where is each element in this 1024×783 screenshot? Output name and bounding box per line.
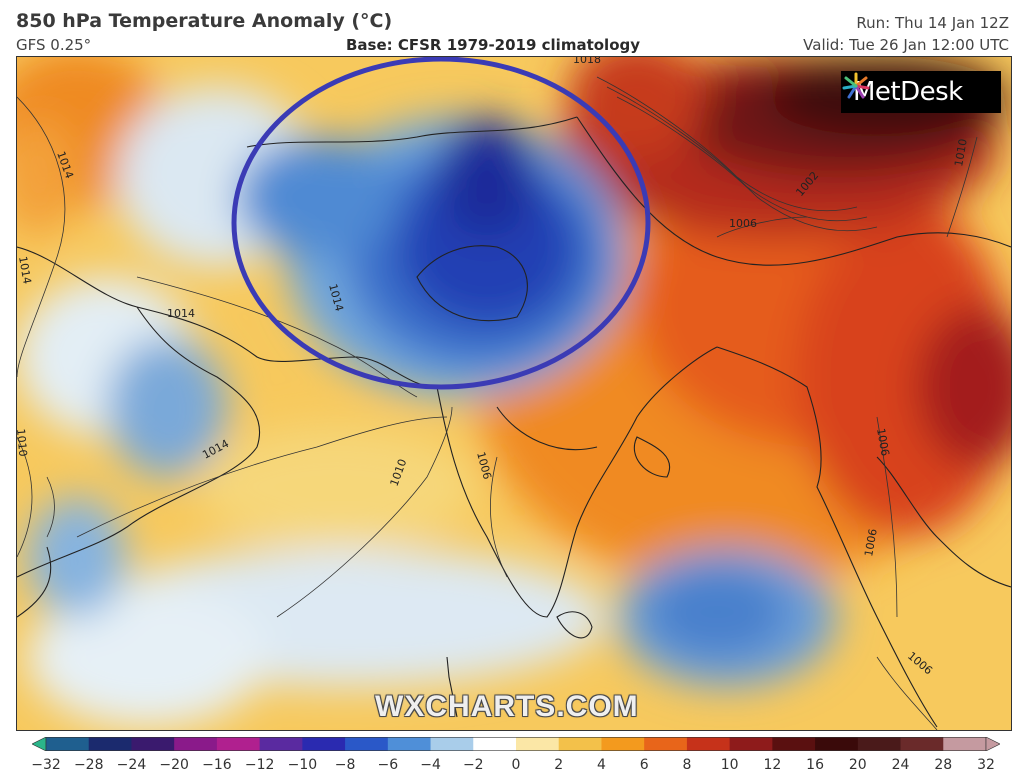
- colorbar-segment: [46, 737, 90, 751]
- colorbar-tick-label: 16: [806, 757, 824, 773]
- metdesk-logo-icon: [842, 72, 870, 99]
- valid-label: Valid: Tue 26 Jan 12:00 UTC: [803, 36, 1009, 54]
- colorbar-segment: [815, 737, 859, 751]
- colorbar-tick-label: 24: [891, 757, 910, 773]
- colorbar-segment: [516, 737, 560, 751]
- metdesk-logo-text: MetDesk: [853, 77, 963, 107]
- colorbar-segment: [174, 737, 218, 751]
- colorbar-segment: [558, 737, 602, 751]
- colorbar-segment: [729, 737, 773, 751]
- colorbar-segment: [644, 737, 688, 751]
- colorbar-tick-label: 4: [596, 757, 606, 773]
- colorbar-segment: [772, 737, 816, 751]
- colorbar-tick-label: −4: [420, 757, 441, 773]
- metdesk-logo: MetDesk: [841, 71, 1001, 113]
- colorbar-tick-label: 10: [720, 757, 739, 773]
- colorbar-segment: [387, 737, 432, 751]
- colorbar-tick-label: −6: [377, 757, 399, 773]
- isobar-label: 1010: [17, 428, 29, 457]
- colorbar-segment: [943, 737, 987, 751]
- isobar-label: 1006: [862, 528, 880, 558]
- colorbar-tick-label: −28: [73, 757, 104, 773]
- colorbar-tick-label: 12: [763, 757, 782, 773]
- map-title: 850 hPa Temperature Anomaly (°C): [16, 10, 393, 32]
- isobars: [17, 76, 978, 730]
- colorbar-tick-label: 28: [934, 757, 953, 773]
- colorbar-segment: [686, 737, 731, 751]
- run-label: Run: Thu 14 Jan 12Z: [856, 14, 1009, 32]
- colorbar-segment: [473, 737, 517, 751]
- climatology-label: Base: CFSR 1979-2019 climatology: [346, 36, 641, 54]
- colorbar-tick-label: 32: [977, 757, 995, 773]
- colorbar-segment: [302, 737, 346, 751]
- colorbar-segment: [88, 737, 132, 751]
- coastlines: [17, 116, 1011, 728]
- colorbar-tick-label: −16: [202, 757, 232, 773]
- colorbar-tick-label: 8: [682, 757, 692, 773]
- isobar-label: 1018: [573, 57, 601, 66]
- wxcharts-watermark: WXCHARTS.COM: [375, 690, 639, 723]
- colorbar-tick-label: −12: [244, 757, 275, 773]
- colorbar-tick-label: 0: [511, 757, 521, 773]
- colorbar-segment: [900, 737, 944, 751]
- colorbar-segment: [345, 737, 389, 751]
- colorbar-segment: [131, 737, 175, 751]
- colorbar-tick-label: −2: [462, 757, 484, 773]
- colorbar-tick-label: −8: [334, 757, 356, 773]
- temperature-field: [17, 57, 1011, 727]
- colorbar-tick-label: 2: [554, 757, 564, 773]
- isobar-label: 1006: [874, 427, 892, 457]
- model-label: GFS 0.25°: [16, 36, 92, 54]
- isobar-label: 1014: [167, 307, 195, 320]
- anomaly-map[interactable]: 1014 1014 1014 1014 1010 1010 1006 1006 …: [16, 56, 1012, 731]
- map-svg: 1014 1014 1014 1014 1010 1010 1006 1006 …: [17, 57, 1011, 730]
- colorbar-tick-label: −20: [159, 757, 189, 773]
- colorbar-tick-label: −10: [287, 757, 318, 773]
- colorbar: [32, 737, 1000, 751]
- isobar-label: 1014: [17, 255, 34, 285]
- colorbar-segment: [601, 737, 645, 751]
- colorbar-tick-label: −32: [31, 757, 61, 773]
- colorbar-segment: [216, 737, 261, 751]
- colorbar-arrow-left: [32, 737, 47, 751]
- isobar-label: 1010: [952, 138, 970, 168]
- colorbar-tick-label: 20: [848, 757, 867, 773]
- colorbar-segment: [430, 737, 474, 751]
- colorbar-segment: [857, 737, 902, 751]
- colorbar-arrow-right: [985, 737, 1000, 751]
- colorbar-segment: [259, 737, 303, 751]
- highlight-circle: [231, 57, 651, 390]
- colorbar-tick-label: −24: [116, 757, 147, 773]
- isobar-label: 1006: [729, 217, 757, 230]
- colorbar-tick-label: 6: [639, 757, 649, 773]
